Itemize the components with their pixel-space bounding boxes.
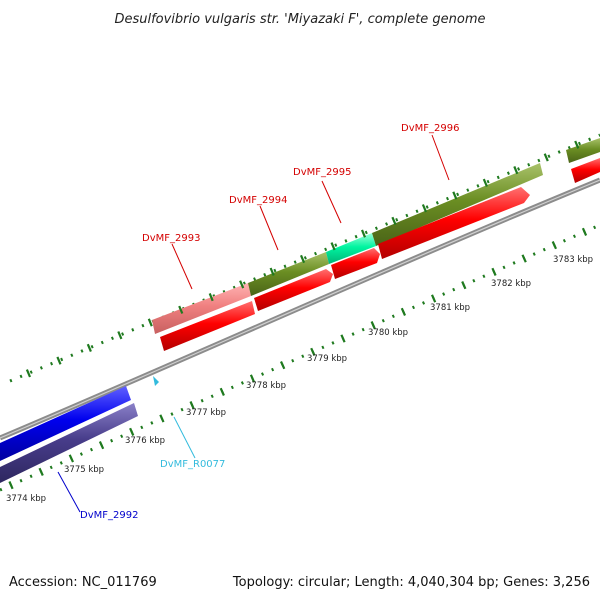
major-ticks [8,140,588,490]
major-tick [482,178,488,187]
accession-text: Accession: NC_011769 [9,575,157,590]
rna-marker-icon[interactable] [153,376,159,386]
gene-label-leaders [57,134,450,513]
gene-label[interactable]: DvMF_R0077 [160,459,225,470]
major-tick [98,441,105,450]
tick-label: 3781 kbp [430,303,470,313]
gene-red-block-3[interactable] [331,248,380,279]
major-tick [219,387,225,396]
gene-blue-block[interactable] [0,386,131,461]
tick-label: 3776 kbp [125,436,165,446]
major-tick [574,140,580,149]
major-tick [521,254,527,263]
gene-label[interactable]: DvMF_2996 [401,123,459,134]
major-tick [513,165,519,175]
tick-label: 3780 kbp [368,328,408,338]
forward-strand-genes [152,138,600,334]
gene-labels: DvMF_2993 DvMF_2994 DvMF_2995 DvMF_2996 … [80,123,459,521]
major-tick [491,267,497,276]
major-tick [421,204,428,213]
gene-label[interactable]: DvMF_2992 [80,510,138,521]
left-strand-genes [0,386,138,483]
topology-text: Topology: circular; Length: 4,040,304 bp… [232,575,590,590]
major-tick [310,347,316,356]
gene-red-block-5[interactable] [571,158,600,183]
major-tick [391,216,397,226]
major-tick [299,254,306,264]
red-strand-genes [160,158,600,351]
major-tick [8,481,14,490]
gene-red-block-1[interactable] [160,301,255,351]
major-tick [178,305,184,314]
gene-slate-block[interactable] [0,403,138,483]
tick-label: 3778 kbp [246,381,286,391]
major-tick [543,153,549,162]
major-tick [370,321,376,330]
tick-label: 3774 kbp [6,494,46,504]
major-tick [239,280,245,289]
tick-label: 3777 kbp [186,408,226,418]
major-tick [269,267,275,276]
major-tick [340,334,346,343]
major-tick [461,281,467,290]
major-tick [159,414,165,423]
tick-label: 3775 kbp [64,465,104,475]
major-tick [25,369,32,378]
major-tick [581,227,588,236]
gene-teal-block[interactable] [326,233,376,264]
gene-pink-block[interactable] [152,283,251,334]
major-tick [189,401,195,410]
gene-label[interactable]: DvMF_2995 [293,167,351,178]
major-tick [551,241,558,250]
major-tick [360,229,367,238]
tick-label: 3779 kbp [307,354,347,364]
major-tick [117,331,123,340]
gene-olive-block-2[interactable] [372,163,543,246]
gene-red-block-4[interactable] [378,187,530,259]
gene-red-block-2[interactable] [254,269,333,311]
genome-backbone [0,177,600,441]
major-tick [68,454,75,463]
major-tick [400,307,407,316]
tick-label: 3782 kbp [491,279,531,289]
major-tick [279,361,286,370]
major-tick [86,343,92,353]
major-tick [129,427,135,436]
major-tick [56,356,62,365]
major-tick [208,292,214,302]
tick-labels: 3774 kbp 3775 kbp 3776 kbp 3777 kbp 3778… [6,255,593,504]
gene-olive-block-1[interactable] [248,252,329,296]
outer-tick-ring [9,133,600,383]
major-tick [249,374,256,383]
major-tick [38,467,44,476]
genome-title: Desulfovibrio vulgaris str. 'Miyazaki F'… [114,12,485,27]
major-tick [330,242,336,251]
gene-olive-block-3[interactable] [566,138,600,163]
tick-label: 3783 kbp [553,255,593,265]
major-tick [430,294,437,303]
major-tick [452,191,458,200]
gene-label[interactable]: DvMF_2994 [229,195,287,206]
gene-label[interactable]: DvMF_2993 [142,233,200,244]
major-tick [147,318,153,327]
